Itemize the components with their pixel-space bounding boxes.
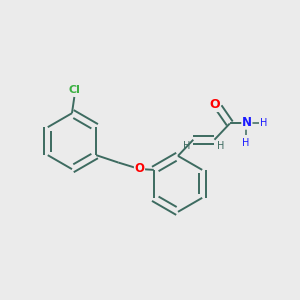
Text: H: H: [242, 138, 250, 148]
Text: Cl: Cl: [68, 85, 80, 94]
Text: O: O: [134, 163, 145, 176]
Text: O: O: [210, 98, 220, 111]
Text: H: H: [183, 141, 190, 151]
Text: H: H: [217, 141, 225, 151]
Text: H: H: [260, 118, 267, 128]
Text: N: N: [242, 116, 252, 129]
